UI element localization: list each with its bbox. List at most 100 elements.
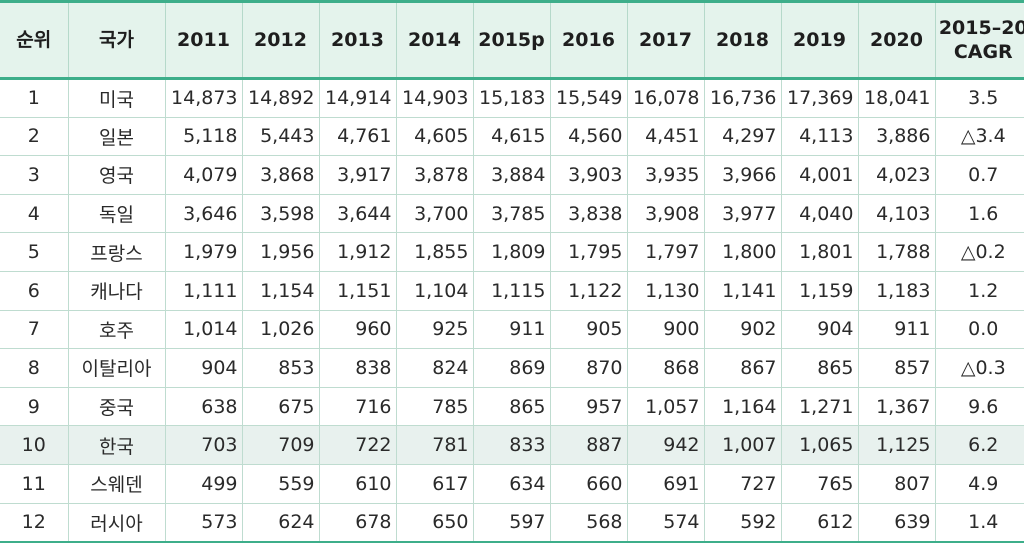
value-cell: 1,271 [780,387,858,427]
value-cell: 902 [703,310,781,350]
country-cell: 프랑스 [67,232,165,272]
rank-cell: 7 [0,310,68,350]
value-cell: 900 [626,310,704,350]
value-cell: 638 [164,387,242,427]
table-row: 1 미국 14,873 14,892 14,914 14,903 15,183 15,549 1… [0,78,1024,118]
value-cell: 887 [549,425,627,465]
value-cell: 1,979 [164,232,242,272]
header-country: 국가 [67,0,165,80]
value-cell: 1,125 [857,425,935,465]
cagr-cell: 1.4 [934,503,1024,543]
country-cell: 일본 [67,117,165,157]
table-row: 7 호주 1,014 1,026 960 925 911 905 900 902 904 911 0.0 [0,310,1024,350]
value-cell: 3,966 [703,155,781,195]
rank-cell: 4 [0,194,68,234]
value-cell: 617 [395,464,473,504]
value-cell: 1,797 [626,232,704,272]
value-cell: 568 [549,503,627,543]
cagr-cell: △0.2 [934,232,1024,272]
value-cell: 675 [241,387,319,427]
value-cell: 3,886 [857,117,935,157]
header-row: 순위 국가 2011 2012 2013 2014 2015p 2016 201… [0,0,1024,80]
cagr-cell: △0.3 [934,348,1024,388]
value-cell: 904 [164,348,242,388]
table-row: 4 독일 3,646 3,598 3,644 3,700 3,785 3,838 3,908 3,… [0,194,1024,234]
country-cell: 영국 [67,155,165,195]
value-cell: 4,113 [780,117,858,157]
value-cell: 727 [703,464,781,504]
table-row: 5 프랑스 1,979 1,956 1,912 1,855 1,809 1,795 1,797 1… [0,232,1024,272]
value-cell: 4,297 [703,117,781,157]
cagr-cell: 9.6 [934,387,1024,427]
value-cell: 16,736 [703,78,781,118]
cagr-cell: △3.4 [934,117,1024,157]
header-year: 2014 [395,0,473,80]
header-year: 2020 [857,0,935,80]
value-cell: 765 [780,464,858,504]
value-cell: 639 [857,503,935,543]
value-cell: 722 [318,425,396,465]
value-cell: 3,598 [241,194,319,234]
value-cell: 3,785 [472,194,550,234]
value-cell: 574 [626,503,704,543]
value-cell: 16,078 [626,78,704,118]
value-cell: 4,103 [857,194,935,234]
value-cell: 853 [241,348,319,388]
table-row: 2 일본 5,118 5,443 4,761 4,605 4,615 4,560 4,451 4,… [0,117,1024,157]
table-row: 8 이탈리아 904 853 838 824 869 870 868 867 865 857 △0.3 [0,348,1024,388]
value-cell: 573 [164,503,242,543]
rank-cell: 9 [0,387,68,427]
value-cell: 14,892 [241,78,319,118]
country-cell: 이탈리아 [67,348,165,388]
value-cell: 865 [780,348,858,388]
value-cell: 925 [395,310,473,350]
value-cell: 1,956 [241,232,319,272]
rank-cell: 5 [0,232,68,272]
value-cell: 4,560 [549,117,627,157]
value-cell: 3,868 [241,155,319,195]
value-cell: 1,151 [318,271,396,311]
value-cell: 4,040 [780,194,858,234]
table-row: 6 캐나다 1,111 1,154 1,151 1,104 1,115 1,122 1,130 1… [0,271,1024,311]
value-cell: 634 [472,464,550,504]
header-year: 2012 [241,0,319,80]
value-cell: 833 [472,425,550,465]
value-cell: 15,549 [549,78,627,118]
value-cell: 1,026 [241,310,319,350]
value-cell: 3,884 [472,155,550,195]
value-cell: 1,159 [780,271,858,311]
value-cell: 4,079 [164,155,242,195]
country-cell: 스웨덴 [67,464,165,504]
value-cell: 678 [318,503,396,543]
value-cell: 3,908 [626,194,704,234]
header-cagr-period: 2015–20 [938,17,1024,39]
value-cell: 1,183 [857,271,935,311]
value-cell: 5,118 [164,117,242,157]
value-cell: 660 [549,464,627,504]
cagr-cell: 4.9 [934,464,1024,504]
value-cell: 499 [164,464,242,504]
cagr-cell: 6.2 [934,425,1024,465]
value-cell: 14,873 [164,78,242,118]
value-cell: 4,451 [626,117,704,157]
country-cell: 중국 [67,387,165,427]
value-cell: 865 [472,387,550,427]
value-cell: 3,935 [626,155,704,195]
rank-cell: 10 [0,425,68,465]
value-cell: 1,141 [703,271,781,311]
value-cell: 1,014 [164,310,242,350]
value-cell: 904 [780,310,858,350]
value-cell: 1,855 [395,232,473,272]
value-cell: 610 [318,464,396,504]
value-cell: 4,001 [780,155,858,195]
value-cell: 1,800 [703,232,781,272]
value-cell: 868 [626,348,704,388]
value-cell: 869 [472,348,550,388]
header-cagr: 2015–20 CAGR [934,0,1024,80]
country-cell: 한국 [67,425,165,465]
value-cell: 709 [241,425,319,465]
value-cell: 4,023 [857,155,935,195]
value-cell: 1,065 [780,425,858,465]
value-cell: 3,646 [164,194,242,234]
rank-cell: 11 [0,464,68,504]
